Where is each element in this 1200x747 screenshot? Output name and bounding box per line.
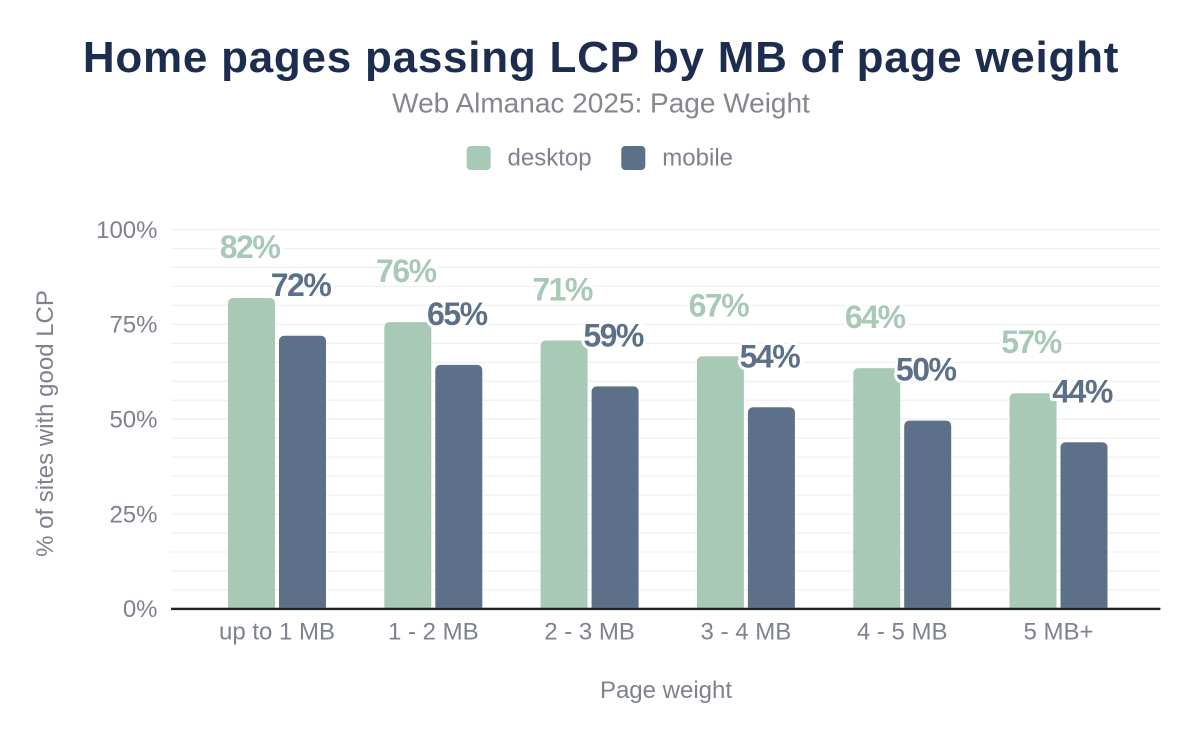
svg-text:2 - 3 MB: 2 - 3 MB: [544, 619, 635, 646]
svg-text:1 - 2 MB: 1 - 2 MB: [388, 619, 479, 646]
svg-text:76%: 76%: [376, 253, 437, 289]
svg-text:57%: 57%: [1001, 324, 1062, 360]
svg-text:25%: 25%: [109, 501, 157, 528]
svg-text:Web Almanac 2025: Page Weight: Web Almanac 2025: Page Weight: [392, 88, 810, 119]
svg-text:59%: 59%: [583, 317, 644, 353]
svg-text:50%: 50%: [896, 352, 957, 388]
svg-text:44%: 44%: [1052, 373, 1113, 409]
svg-text:82%: 82%: [220, 229, 281, 265]
svg-text:mobile: mobile: [662, 145, 733, 172]
svg-text:Page weight: Page weight: [600, 677, 732, 704]
svg-text:75%: 75%: [109, 312, 157, 339]
svg-text:65%: 65%: [427, 296, 488, 332]
svg-text:67%: 67%: [689, 287, 750, 323]
svg-text:72%: 72%: [271, 267, 332, 303]
svg-text:3 - 4 MB: 3 - 4 MB: [701, 619, 792, 646]
svg-text:up to 1 MB: up to 1 MB: [219, 619, 335, 646]
svg-text:71%: 71%: [532, 272, 593, 308]
svg-text:Home pages passing LCP by MB o: Home pages passing LCP by MB of page wei…: [83, 33, 1119, 82]
svg-text:4 - 5 MB: 4 - 5 MB: [857, 619, 948, 646]
svg-text:desktop: desktop: [508, 145, 592, 172]
svg-text:54%: 54%: [740, 338, 801, 374]
svg-text:50%: 50%: [109, 407, 157, 434]
svg-text:0%: 0%: [123, 596, 158, 623]
svg-text:% of sites with good LCP: % of sites with good LCP: [32, 290, 59, 557]
svg-text:100%: 100%: [96, 217, 157, 244]
svg-text:5 MB+: 5 MB+: [1023, 619, 1093, 646]
svg-text:64%: 64%: [845, 299, 906, 335]
